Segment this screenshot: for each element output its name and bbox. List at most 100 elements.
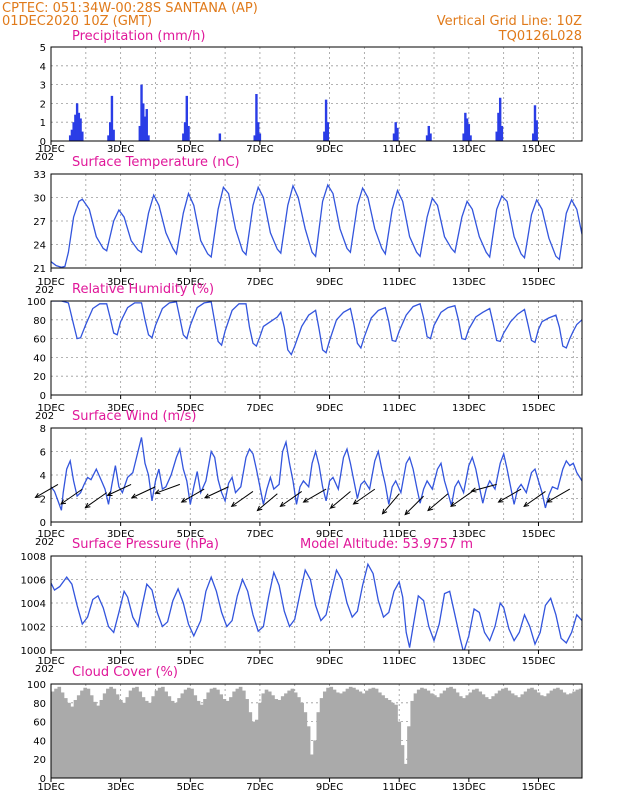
cloud-bar [423,688,427,778]
precip-bar [394,122,397,141]
y-tick-label: 0 [40,137,46,148]
y-tick-label: 1000 [21,646,46,657]
x-tick-label: 7DEC [246,782,273,793]
cloud-bar [387,699,392,778]
x-tick-label: 13DEC [452,403,486,414]
cloud-bar [63,698,68,778]
precip-bar [79,118,82,141]
wind-arrow-head [523,501,530,508]
cloud-bar [410,700,415,778]
cloud-bar [455,692,460,778]
precip-bar [533,105,537,141]
cloud-bar [342,691,347,778]
cloud-bar [507,690,512,778]
plot-frame [50,683,583,779]
cloud-bar [186,687,191,778]
cloud-bar [219,694,224,778]
cloud-bar [497,690,502,778]
cloud-bar [96,705,100,778]
cloud-bar [569,693,573,778]
series-line [51,437,582,511]
cloud-bar [546,693,551,778]
y-tick-label: 1004 [21,599,46,610]
precip-bar [68,135,72,141]
cloud-bar [520,694,525,778]
precip-bar [253,135,256,141]
x-tick-label: 1DEC [37,656,64,667]
panel-rh: Relative Humidity (%) 0 20 40 60 80 100 1DEC 3DE… [27,282,583,422]
precip-bar [218,133,222,141]
cloud-bar [248,712,253,778]
cloud-bar [475,688,479,778]
precip-bar [464,112,467,141]
x-tick-label: 13DEC [452,277,486,288]
cloud-bar [190,688,194,778]
cloud-bar [203,699,207,778]
cloud-bar [151,696,156,778]
x-tick-label: 15DEC [522,277,556,288]
cloud-bar [478,691,483,778]
x-tick-label: 3DEC [107,403,134,414]
wind-arrow [279,491,302,508]
cloud-bar [251,721,256,778]
precip-bar [532,133,535,141]
cloud-bar [413,693,418,778]
wind-arrow-head [60,499,67,505]
run-time-header: 01DEC2020 10Z (GMT) [2,14,152,29]
y-tick-label: 60 [33,335,46,346]
cloud-bar [426,690,431,778]
wind-arrow-head [130,493,137,499]
cloud-bar [504,687,508,778]
cloud-bar [80,690,84,778]
cloud-bar [572,691,576,778]
wind-arrow [34,483,59,498]
cloud-bar [491,696,495,778]
cloud-bar [125,697,130,778]
precip-bar [81,131,84,141]
cloud-bar [310,754,314,778]
cloud-bar [293,692,298,778]
cloud-bar [332,689,337,778]
wind-arrow-head [154,489,161,495]
x-tick-label: 5DEC [177,144,204,155]
precip-bar [108,122,112,141]
cloud-bar [193,695,198,778]
plot-frame [50,427,583,523]
wind-arrow [329,491,351,509]
cloud-bar [514,695,518,778]
cloud-bar [390,702,395,778]
x-tick-label: 9DEC [316,656,343,667]
cloud-bar [122,702,126,778]
wind-arrow-shaft [257,493,278,511]
cloud-bar [229,697,233,778]
wind-arrow [256,493,278,512]
wind-arrow [427,493,449,512]
cloud-bar [416,689,421,778]
cloud-bar [235,688,240,778]
cloud-bar [322,691,327,778]
cloud-bar [135,686,139,778]
y-tick-label: 2 [40,495,46,506]
y-tick-label: 8 [40,424,46,435]
cloud-bar [449,686,453,778]
precip-bar [143,116,147,141]
cloud-bar [174,702,178,778]
x-tick-label: 9DEC [316,529,343,540]
x-tick-label: 15DEC [522,529,556,540]
cloud-bar [51,691,55,778]
y-tick-label: 2 [40,99,46,110]
cloud-bar [523,691,528,778]
wind-arrow [203,486,229,499]
cloud-bar [313,740,317,778]
y-tick-label: 1 [40,118,46,129]
cloud-bar [284,693,288,778]
wind-arrow-shaft [155,483,181,494]
y-tick-label: 0 [40,518,46,529]
y-tick-label: 27 [33,217,46,228]
wind-arrow-head [34,492,41,498]
cloud-bar [510,693,515,778]
wind-arrow [154,483,181,495]
precip-bar [256,122,260,141]
y-tick-label: 4 [40,471,46,482]
precip-bar [396,127,399,141]
